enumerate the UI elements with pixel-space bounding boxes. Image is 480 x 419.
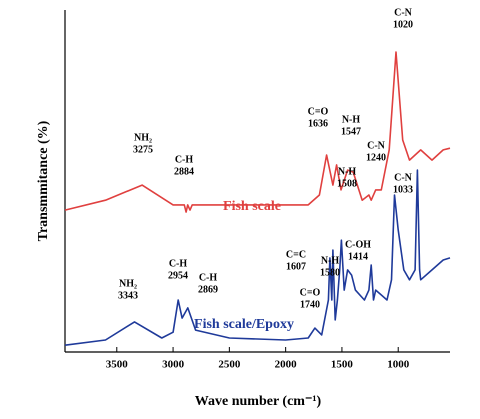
annotation-value: 1033: [393, 184, 413, 195]
annotation-label: C-N: [367, 140, 386, 151]
annotation-value: 3275: [133, 144, 153, 155]
annotation-label: N-H: [338, 166, 357, 177]
annotation-label: C=O: [308, 106, 329, 117]
series-line: [64, 51, 451, 213]
annotation-label: NH₂: [119, 278, 137, 289]
annotation-label: C-N: [394, 172, 413, 183]
annotation-label: C-N: [394, 7, 413, 18]
x-tick-label: 1500: [331, 359, 354, 371]
annotation-value: 1607: [286, 261, 306, 272]
annotation-label: N-H: [342, 114, 361, 125]
annotation-label: C=C: [286, 249, 306, 260]
annotation-value: 3343: [118, 290, 138, 301]
y-axis-label: Transmmitance (%): [36, 120, 51, 241]
annotation-value: 1580: [320, 267, 340, 278]
annotation-value: 1508: [337, 178, 357, 189]
series-label: Fish scale/Epoxy: [194, 317, 294, 332]
x-axis-label: Wave number (cm⁻¹): [195, 394, 322, 409]
series-label: Fish scale: [223, 199, 281, 214]
x-tick-label: 1000: [387, 359, 410, 371]
annotation-value: 1636: [308, 118, 328, 129]
annotation-label: C-H: [175, 154, 194, 165]
annotation-label: C-H: [199, 272, 218, 283]
annotation-label: NH₂: [134, 132, 152, 143]
x-tick-label: 2500: [218, 359, 241, 371]
annotation-value: 2869: [198, 284, 218, 295]
x-tick-label: 2000: [275, 359, 298, 371]
annotation-value: 2884: [174, 166, 194, 177]
annotation-label: N-H: [321, 255, 340, 266]
series-line: [64, 169, 451, 346]
annotation-value: 1240: [366, 152, 386, 163]
annotation-label: C=O: [300, 287, 321, 298]
x-tick-label: 3500: [106, 359, 129, 371]
annotation-value: 1020: [393, 19, 413, 30]
x-tick-label: 3000: [162, 359, 185, 371]
annotation-value: 2954: [168, 270, 188, 281]
annotation-value: 1547: [341, 126, 361, 137]
annotation-label: C-OH: [345, 239, 371, 250]
annotation-value: 1740: [300, 299, 320, 310]
annotation-value: 1414: [348, 251, 368, 262]
annotation-label: C-H: [169, 258, 188, 269]
